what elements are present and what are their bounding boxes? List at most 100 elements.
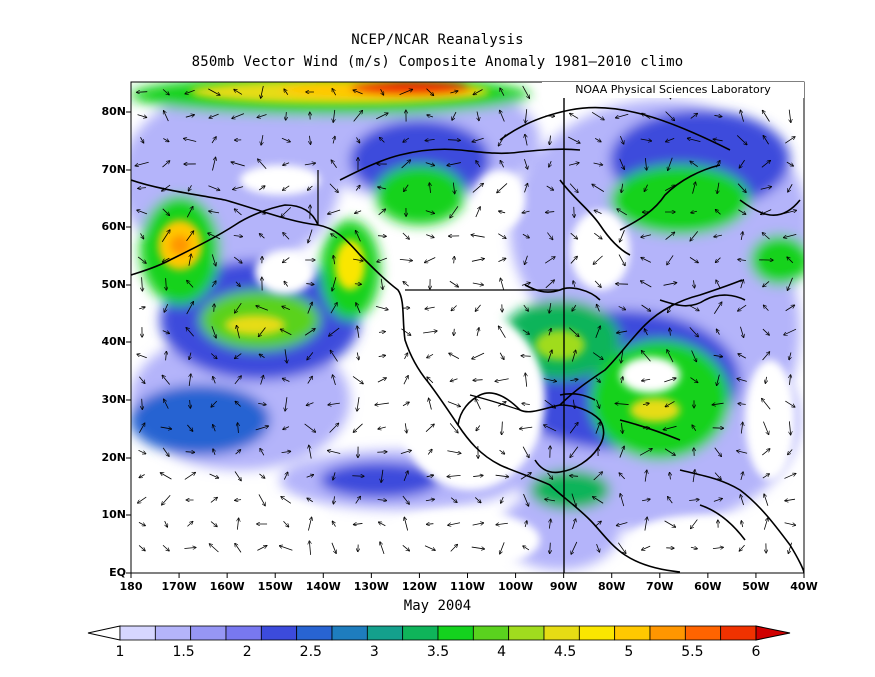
- wind-arrow: [616, 113, 629, 118]
- wind-arrow: [786, 161, 793, 166]
- wind-arrow: [166, 278, 167, 290]
- wind-arrow: [477, 328, 479, 337]
- wind-arrow: [594, 210, 602, 214]
- wind-arrow: [762, 233, 770, 240]
- wind-arrow: [377, 499, 387, 500]
- wind-arrow: [596, 399, 600, 408]
- wind-arrow: [570, 446, 579, 458]
- wind-arrow: [161, 230, 170, 243]
- wind-arrow: [545, 499, 556, 501]
- colorbar-max-arrow: [755, 625, 791, 641]
- wind-arrow: [692, 182, 696, 194]
- colorbar-swatch: [260, 625, 298, 641]
- wind-arrow: [666, 137, 675, 141]
- colorbar-swatch: [119, 625, 156, 641]
- wind-arrow: [164, 111, 169, 122]
- wind-arrow: [713, 499, 722, 502]
- wind-arrow: [307, 498, 313, 503]
- wind-arrow: [500, 88, 505, 96]
- wind-arrow: [522, 85, 530, 98]
- wind-arrow: [138, 449, 145, 453]
- colorbar-label: 5: [624, 644, 634, 660]
- wind-arrow: [208, 233, 221, 240]
- wind-arrow: [404, 353, 407, 360]
- wind-arrow: [495, 475, 509, 477]
- wind-arrow: [546, 212, 555, 213]
- wind-arrow: [570, 379, 577, 380]
- wind-arrow: [377, 378, 386, 383]
- wind-arrow: [427, 115, 434, 117]
- wind-arrow: [785, 305, 795, 312]
- wind-arrow: [235, 281, 240, 287]
- wind-arrow: [716, 257, 721, 263]
- wind-arrow: [476, 425, 481, 430]
- wind-arrow: [328, 209, 341, 214]
- wind-arrow: [739, 544, 745, 551]
- wind-arrow: [545, 280, 554, 289]
- wind-arrow: [690, 377, 697, 383]
- wind-arrow: [762, 399, 771, 410]
- wind-arrow: [664, 448, 675, 455]
- wind-arrow: [164, 303, 169, 312]
- wind-arrow: [761, 161, 770, 168]
- wind-arrow: [357, 397, 359, 411]
- wind-arrow: [787, 257, 794, 264]
- wind-arrow: [425, 139, 435, 140]
- chart-title: NCEP/NCAR Reanalysis: [351, 32, 524, 48]
- wind-arrow: [235, 402, 241, 407]
- wind-arrow: [237, 518, 238, 530]
- wind-arrow: [520, 427, 533, 429]
- wind-arrow: [281, 497, 292, 504]
- wind-arrow: [429, 398, 432, 410]
- wind-arrow: [352, 376, 363, 383]
- wind-arrow: [160, 427, 172, 429]
- wind-arrow: [426, 234, 434, 238]
- wind-arrow: [568, 136, 580, 143]
- wind-arrow: [473, 380, 483, 381]
- wind-arrow: [234, 471, 241, 481]
- wind-arrow: [471, 547, 485, 549]
- wind-arrow: [189, 374, 191, 386]
- wind-arrow: [525, 521, 527, 528]
- wind-arrow: [592, 352, 603, 360]
- wind-arrow: [425, 424, 434, 432]
- wind-arrow: [618, 306, 626, 309]
- wind-arrow: [690, 547, 697, 548]
- wind-arrow: [472, 137, 484, 142]
- wind-arrow: [664, 520, 676, 527]
- wind-arrow: [597, 305, 600, 312]
- wind-arrow: [208, 88, 219, 95]
- wind-arrow: [570, 232, 578, 239]
- wind-arrow: [304, 329, 315, 336]
- colorbar-swatch: [190, 625, 227, 641]
- lon-label: 150W: [257, 580, 293, 593]
- colorbar-label: 1: [115, 644, 125, 660]
- wind-arrow: [137, 256, 146, 263]
- colorbar-swatch: [402, 625, 439, 641]
- wind-arrow: [333, 375, 336, 386]
- wind-arrow: [544, 257, 555, 264]
- wind-arrow: [260, 234, 265, 239]
- wind-arrow: [328, 403, 340, 405]
- wind-arrow: [256, 306, 268, 311]
- wind-arrow: [309, 445, 312, 459]
- wind-arrow: [257, 546, 266, 551]
- wind-arrow: [501, 496, 504, 503]
- wind-arrow: [569, 327, 578, 337]
- wind-arrow: [425, 307, 435, 309]
- colorbar-swatch: [543, 625, 580, 641]
- lat-label: 10N: [101, 508, 126, 521]
- wind-arrow: [285, 349, 287, 362]
- wind-arrow: [713, 355, 723, 356]
- colorbar-swatch: [437, 625, 474, 641]
- wind-arrow: [522, 403, 530, 404]
- wind-arrow: [740, 495, 744, 506]
- wind-arrow: [593, 472, 603, 481]
- wind-arrow: [190, 399, 191, 408]
- wind-arrow: [304, 423, 316, 432]
- wind-arrow: [403, 471, 408, 482]
- wind-arrow: [785, 499, 796, 501]
- wind-arrow: [162, 89, 169, 94]
- wind-arrow: [285, 397, 287, 411]
- wind-arrow: [570, 114, 579, 119]
